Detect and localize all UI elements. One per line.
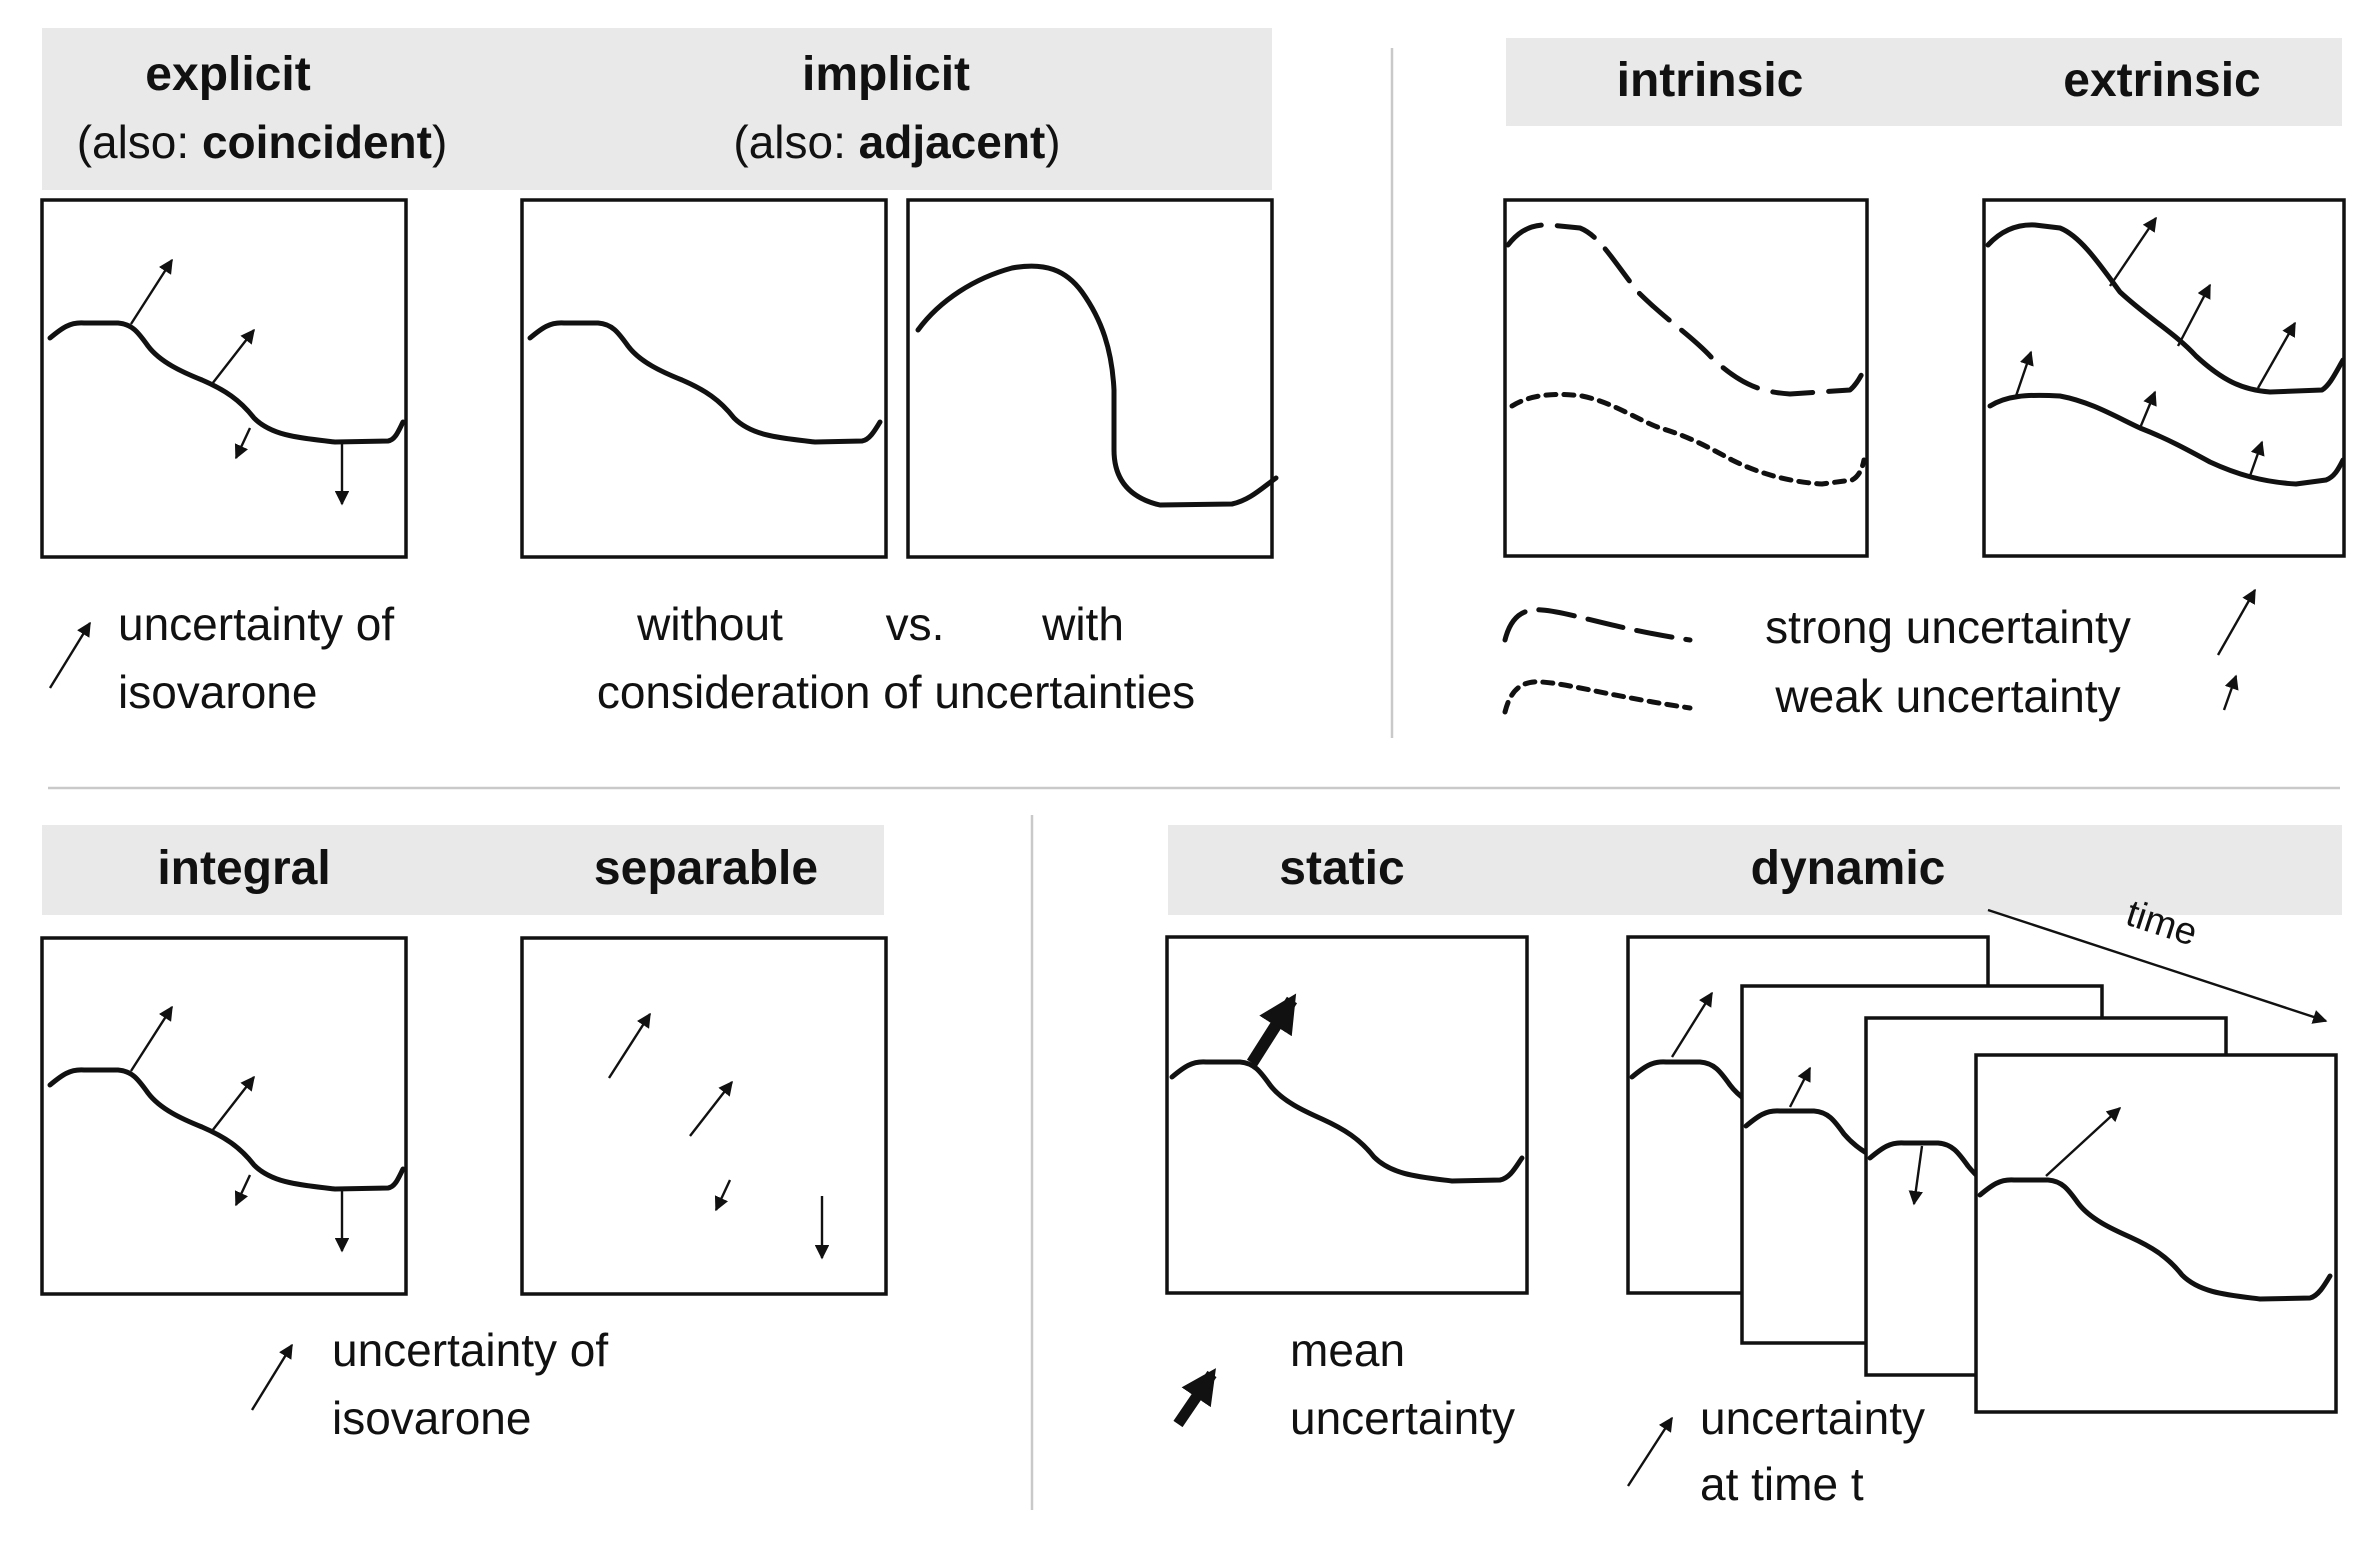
legend-time-line1: uncertainty [1700,1392,1925,1444]
panel-intrinsic [1503,198,1869,558]
header-extrinsic: extrinsic [2063,54,2260,107]
arrow-icon [607,1012,652,1079]
label-with: with [1041,598,1124,650]
isovarone-curve [47,320,406,445]
legend-weak-uncertainty: weak uncertainty [1502,670,2239,722]
weak-uncertainty-line [1509,391,1867,487]
header-intrinsic: intrinsic [1617,54,1804,107]
isovarone-curve [1169,1059,1525,1184]
strong-uncertainty-line [1505,222,1869,397]
arrow-icon [2109,216,2157,287]
arrow-icon [48,621,92,689]
isovarone-curve [1743,1108,1879,1161]
legend-mean-line1: mean [1290,1324,1405,1376]
arrow-icon [2222,674,2239,711]
isovarone-curve [47,1067,406,1192]
arrow-icon [2014,350,2034,397]
legend-uncertainty-time: uncertainty at time t [1626,1392,1925,1510]
isovarone-curve [915,263,1279,508]
thick-arrow-icon [1246,993,1298,1067]
isovarone-curve [527,320,883,445]
header-static: static [1279,842,1404,895]
legend-strong-text: strong uncertainty [1765,601,2131,653]
header-separable: separable [594,842,818,895]
arrow-icon [2216,588,2257,656]
arrow-icon [2045,1107,2122,1177]
implicit-alias: (also: adjacent) [733,116,1060,168]
arrow-icon [211,1075,255,1132]
panel-implicit-with [906,198,1279,559]
panel-static [1165,935,1529,1295]
arrow-icon [1626,1416,1674,1487]
dotted-line-icon [1502,679,1693,715]
legend-weak-text: weak uncertainty [1774,670,2120,722]
panel-integral [40,936,408,1296]
dynamic-frame-4 [1974,1053,2338,1414]
strong-uncertainty-curve [1985,222,2346,395]
arrow-icon [211,328,255,385]
header-band-explicit-implicit [42,28,1272,190]
arrow-icon [234,1174,252,1207]
thick-arrow-icon [1173,1368,1217,1428]
panel-implicit-without [520,198,888,559]
arrow-icon [1788,1066,1812,1108]
legend-text-line1: uncertainty of [332,1324,608,1376]
arrow-icon [129,258,174,325]
explicit-alias: (also: coincident) [77,116,448,168]
dashed-line-icon [1502,607,1693,643]
header-integral: integral [157,842,330,895]
isovarone-curve [1977,1177,2333,1302]
header-band-intrinsic-extrinsic [1506,38,2342,126]
legend-mean-uncertainty: mean uncertainty [1173,1324,1515,1444]
arrow-icon [129,1005,174,1072]
time-arrow-icon [1987,908,2328,1024]
label-vs: vs. [886,598,945,650]
arrow-icon [234,427,252,460]
legend-time-line2: at time t [1700,1458,1864,1510]
weak-uncertainty-curve [1987,392,2346,487]
legend-text-line2: isovarone [118,666,317,718]
legend-text-line1: uncertainty of [118,598,394,650]
legend-text-line2: isovarone [332,1392,531,1444]
panel-dynamic-stack [1626,935,2338,1414]
panel-extrinsic [1982,198,2346,558]
arrow-icon [1908,1145,1924,1206]
label-without: without [636,598,783,650]
arrow-icon [2138,390,2157,429]
legend-arrow-isovarone-bottom: uncertainty of isovarone [250,1324,608,1444]
arrow-icon [2256,321,2297,389]
arrow-icon [250,1343,294,1411]
panel-explicit [40,198,408,559]
header-dynamic: dynamic [1751,842,1946,895]
label-consideration: consideration of uncertainties [597,666,1195,718]
header-band-integral-separable [42,825,884,915]
header-explicit: explicit [145,48,310,101]
arrow-icon [2248,440,2265,477]
header-implicit: implicit [802,48,970,101]
arrow-icon [2176,283,2212,347]
legend-mean-line2: uncertainty [1290,1392,1515,1444]
legend-arrow-isovarone-top: uncertainty of isovarone [48,598,394,718]
arrow-icon [714,1179,732,1212]
panel-separable [520,936,888,1296]
legend-strong-uncertainty: strong uncertainty [1502,588,2257,656]
header-band-static-dynamic [1168,825,2342,915]
arrow-icon [689,1080,733,1137]
arrow-icon [1670,991,1714,1058]
